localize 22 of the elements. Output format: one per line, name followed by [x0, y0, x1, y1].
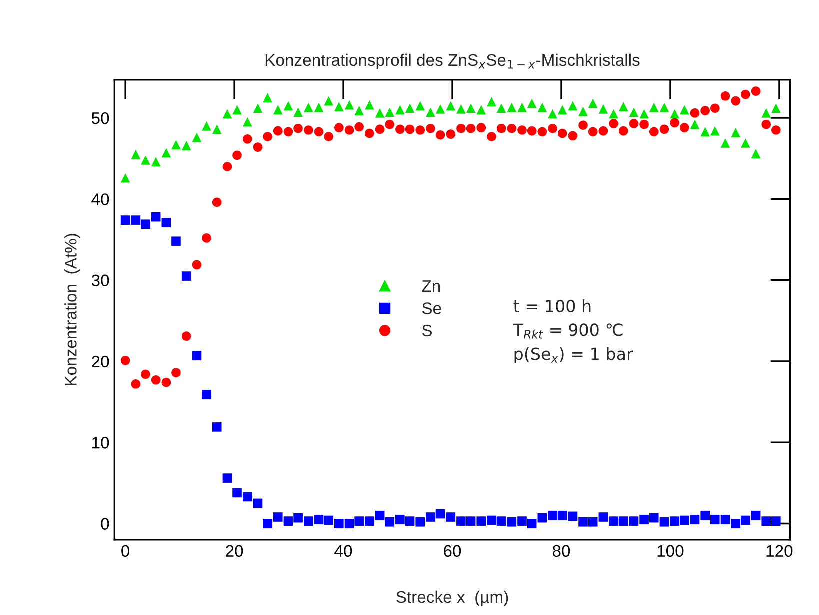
legend-label: S — [422, 324, 432, 337]
legend-label: Se — [422, 302, 442, 314]
legend-label: Zn — [422, 280, 440, 292]
x-tick-label: 40 — [334, 545, 352, 558]
y-tick-label: 10 — [92, 437, 110, 449]
annotation: T$_{Rkt}$ = 900 ℃ — [513, 324, 623, 339]
y-axis-title: Konzentration (At%) — [64, 234, 80, 386]
y-tick-label: 0 — [101, 518, 110, 530]
y-tick-label: 50 — [92, 112, 110, 124]
x-tick-label: 80 — [552, 545, 570, 558]
annotation: p(Se$_{x}$) = 1 bar — [514, 347, 634, 364]
annotation: t = 100 h — [514, 300, 591, 312]
y-tick-label: 30 — [92, 274, 110, 287]
x-tick-label: 120 — [766, 545, 793, 558]
x-axis-title: Strecke x (µm) — [396, 590, 508, 606]
x-tick-label: 60 — [444, 545, 462, 558]
x-tick-label: 20 — [226, 545, 244, 558]
chart-title: Konzentrationsprofil des ZnS$_{x}$Se$_{1−x}$-Mischkristalls — [266, 54, 640, 70]
x-tick-label: 100 — [658, 545, 684, 558]
x-tick-label: 0 — [122, 545, 130, 558]
y-tick-label: 40 — [92, 194, 110, 206]
y-tick-label: 20 — [92, 356, 110, 368]
